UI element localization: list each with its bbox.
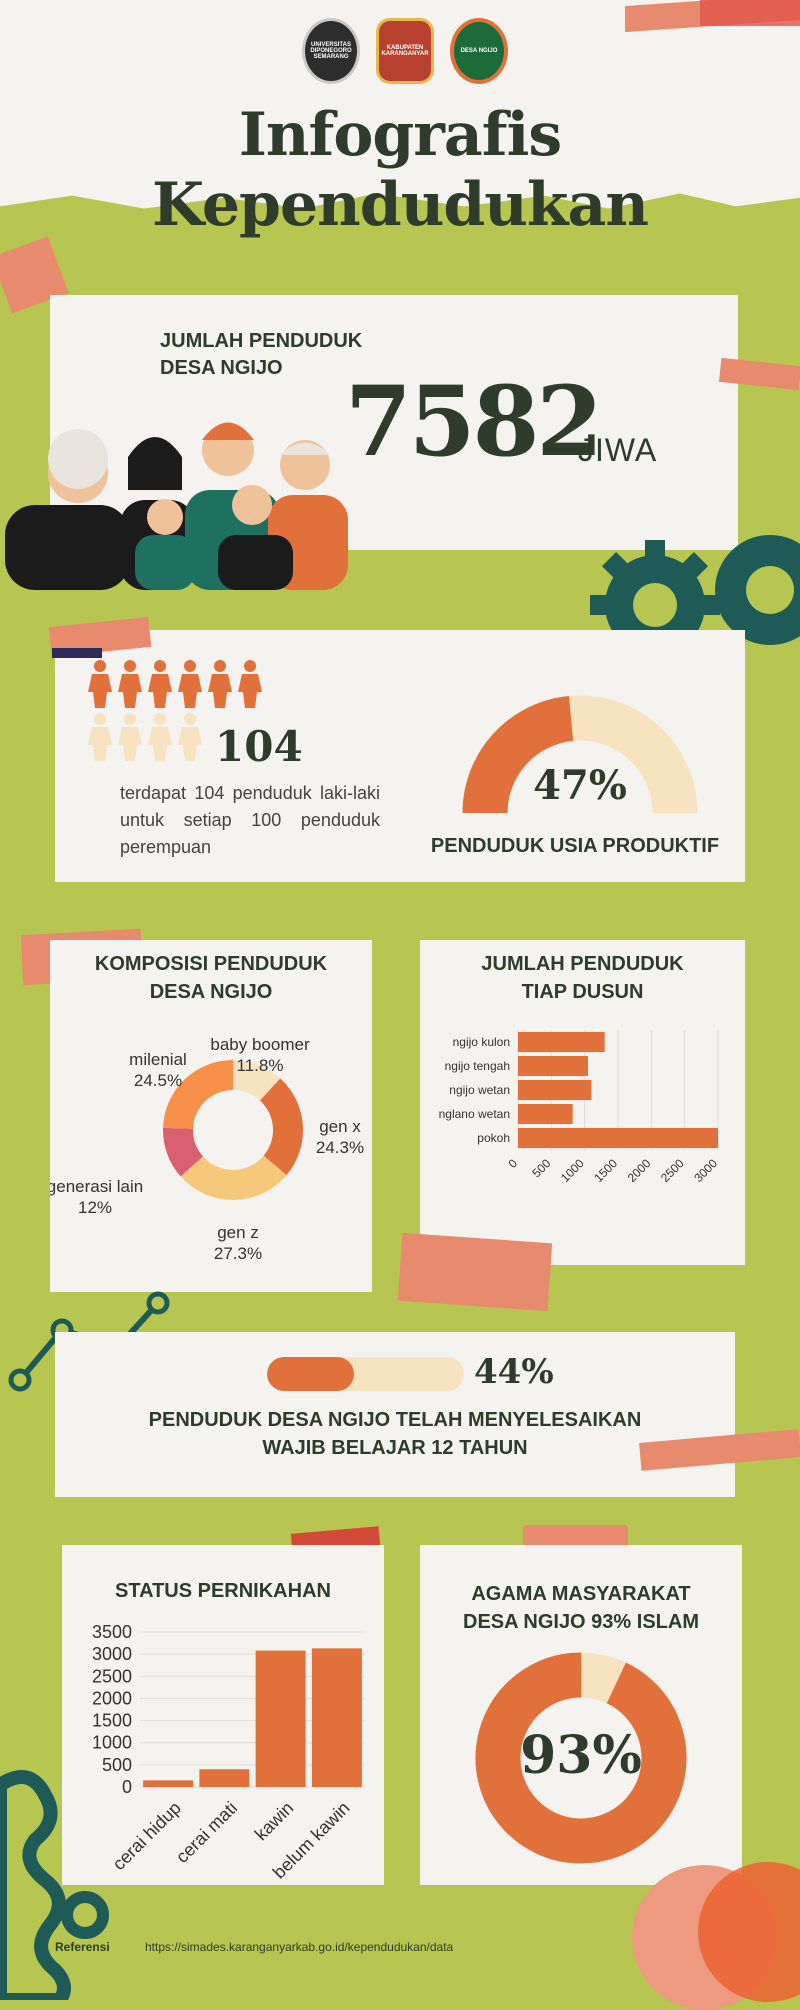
- composition-donut: baby boomer 11.8% gen x 24.3% gen z 27.3% gene…: [50, 1035, 364, 1263]
- donut-slice: [180, 1155, 287, 1200]
- bar: [518, 1056, 588, 1076]
- circle-decoration: [698, 1862, 800, 2002]
- category-label: ngijo tengah: [445, 1059, 510, 1073]
- category-label: kawin: [251, 1798, 298, 1845]
- y-tick-label: 3500: [92, 1622, 132, 1642]
- category-label: nglano wetan: [439, 1107, 510, 1121]
- male-person-icon: [178, 660, 202, 708]
- bar: [518, 1080, 592, 1100]
- donut-slice: [163, 1127, 204, 1177]
- slice-category-label: milenial: [129, 1050, 187, 1069]
- puzzle-decoration: [0, 1770, 109, 2000]
- category-label: ngijo kulon: [453, 1035, 510, 1049]
- male-person-icon: [118, 660, 142, 708]
- y-tick-label: 500: [102, 1755, 132, 1775]
- male-person-icon: [148, 660, 172, 708]
- page-title: Infografis Kependudukan: [152, 100, 649, 240]
- productive-caption: PENDUDUK USIA PRODUKTIF: [430, 835, 720, 857]
- y-tick-label: 0: [122, 1777, 132, 1797]
- y-tick-label: 2000: [92, 1688, 132, 1708]
- donut-slice: [163, 1060, 233, 1129]
- donut-slice: [260, 1078, 303, 1176]
- logo-row: UNIVERSITAS DIPONEGORO SEMARANG KABUPATE…: [302, 18, 508, 88]
- village-logo: DESA NGIJO: [450, 18, 508, 84]
- slice-category-label: baby boomer: [210, 1035, 310, 1054]
- composition-title: KOMPOSISI PENDUDUK DESA NGIJO: [94, 953, 328, 1003]
- male-person-icon: [238, 660, 262, 708]
- bar: [518, 1128, 718, 1148]
- y-tick-label: 1500: [92, 1711, 132, 1731]
- bar: [311, 1648, 362, 1787]
- productive-percent: 47%: [533, 762, 627, 809]
- religion-percent: 93%: [520, 1725, 642, 1786]
- people-icons: [88, 660, 262, 761]
- sex-ratio-text: terdapat 104 penduduk laki-laki untuk se…: [120, 783, 380, 857]
- dusun-card: [420, 940, 745, 1265]
- x-tick-label: 0: [505, 1156, 520, 1171]
- bar: [255, 1650, 306, 1787]
- bar: [199, 1769, 250, 1787]
- religion-title: AGAMA MASYARAKAT DESA NGIJO 93% ISLAM: [463, 1583, 699, 1633]
- category-label: pokoh: [477, 1131, 510, 1145]
- slice-value-label: 24.5%: [134, 1071, 182, 1090]
- slice-category-label: gen z: [217, 1223, 259, 1242]
- male-person-icon: [88, 660, 112, 708]
- slice-value-label: 27.3%: [214, 1244, 262, 1263]
- education-percent: 44%: [474, 1352, 554, 1392]
- family-illustration: [5, 422, 348, 590]
- education-progress: [267, 1357, 464, 1391]
- y-tick-label: 3000: [92, 1644, 132, 1664]
- female-person-icon: [148, 713, 172, 761]
- population-label: JUMLAH PENDUDUK DESA NGIJO: [160, 330, 363, 379]
- female-person-icon: [118, 713, 142, 761]
- corner-decoration: [700, 0, 800, 26]
- reference-link[interactable]: https://simades.karanganyarkab.go.id/kep…: [145, 1940, 454, 1954]
- dusun-bar-chart: 0 500 1000 1500 2000 2500 3000 ngijo kulon ngijo…: [439, 1030, 720, 1185]
- slice-value-label: 12%: [78, 1198, 112, 1217]
- sex-ratio-value: 104: [215, 722, 303, 771]
- female-person-icon: [88, 713, 112, 761]
- male-person-icon: [208, 660, 232, 708]
- slice-category-label: gen x: [319, 1117, 361, 1136]
- y-tick-label: 2500: [92, 1666, 132, 1686]
- female-person-icon: [178, 713, 202, 761]
- composition-card: [50, 940, 372, 1292]
- reference-label: Referensi: [55, 1940, 110, 1954]
- productive-gauge: [462, 695, 698, 814]
- education-caption: PENDUDUK DESA NGIJO TELAH MENYELESAIKAN …: [148, 1409, 642, 1459]
- donut-slice: [233, 1060, 281, 1101]
- bar: [143, 1780, 194, 1787]
- religion-donut: [475, 1652, 687, 1864]
- x-tick-label: 500: [529, 1156, 553, 1180]
- decor-strip: [52, 648, 102, 658]
- marital-title: STATUS PERNIKAHAN: [115, 1580, 331, 1602]
- decor-strip: [397, 1232, 553, 1312]
- regency-logo: KABUPATEN KARANGANYAR: [376, 18, 434, 84]
- x-tick-label: 3000: [691, 1156, 720, 1185]
- dusun-title: JUMLAH PENDUDUK TIAP DUSUN: [481, 953, 684, 1003]
- population-value: 7582: [345, 365, 603, 478]
- education-progress-fill: [267, 1357, 354, 1391]
- x-tick-label: 1500: [591, 1156, 620, 1185]
- category-label: cerai mati: [172, 1798, 241, 1867]
- slice-value-label: 24.3%: [316, 1138, 364, 1157]
- slice-category-label: generasi lain: [50, 1177, 143, 1196]
- x-tick-label: 1000: [558, 1156, 587, 1185]
- university-logo: UNIVERSITAS DIPONEGORO SEMARANG: [302, 18, 360, 84]
- bar: [518, 1104, 573, 1124]
- bar: [518, 1032, 605, 1052]
- population-unit: JIWA: [578, 432, 658, 468]
- x-tick-label: 2000: [625, 1156, 654, 1185]
- x-tick-label: 2500: [658, 1156, 687, 1185]
- category-label: ngijo wetan: [449, 1083, 510, 1097]
- slice-value-label: 11.8%: [237, 1056, 284, 1075]
- y-tick-label: 1000: [92, 1733, 132, 1753]
